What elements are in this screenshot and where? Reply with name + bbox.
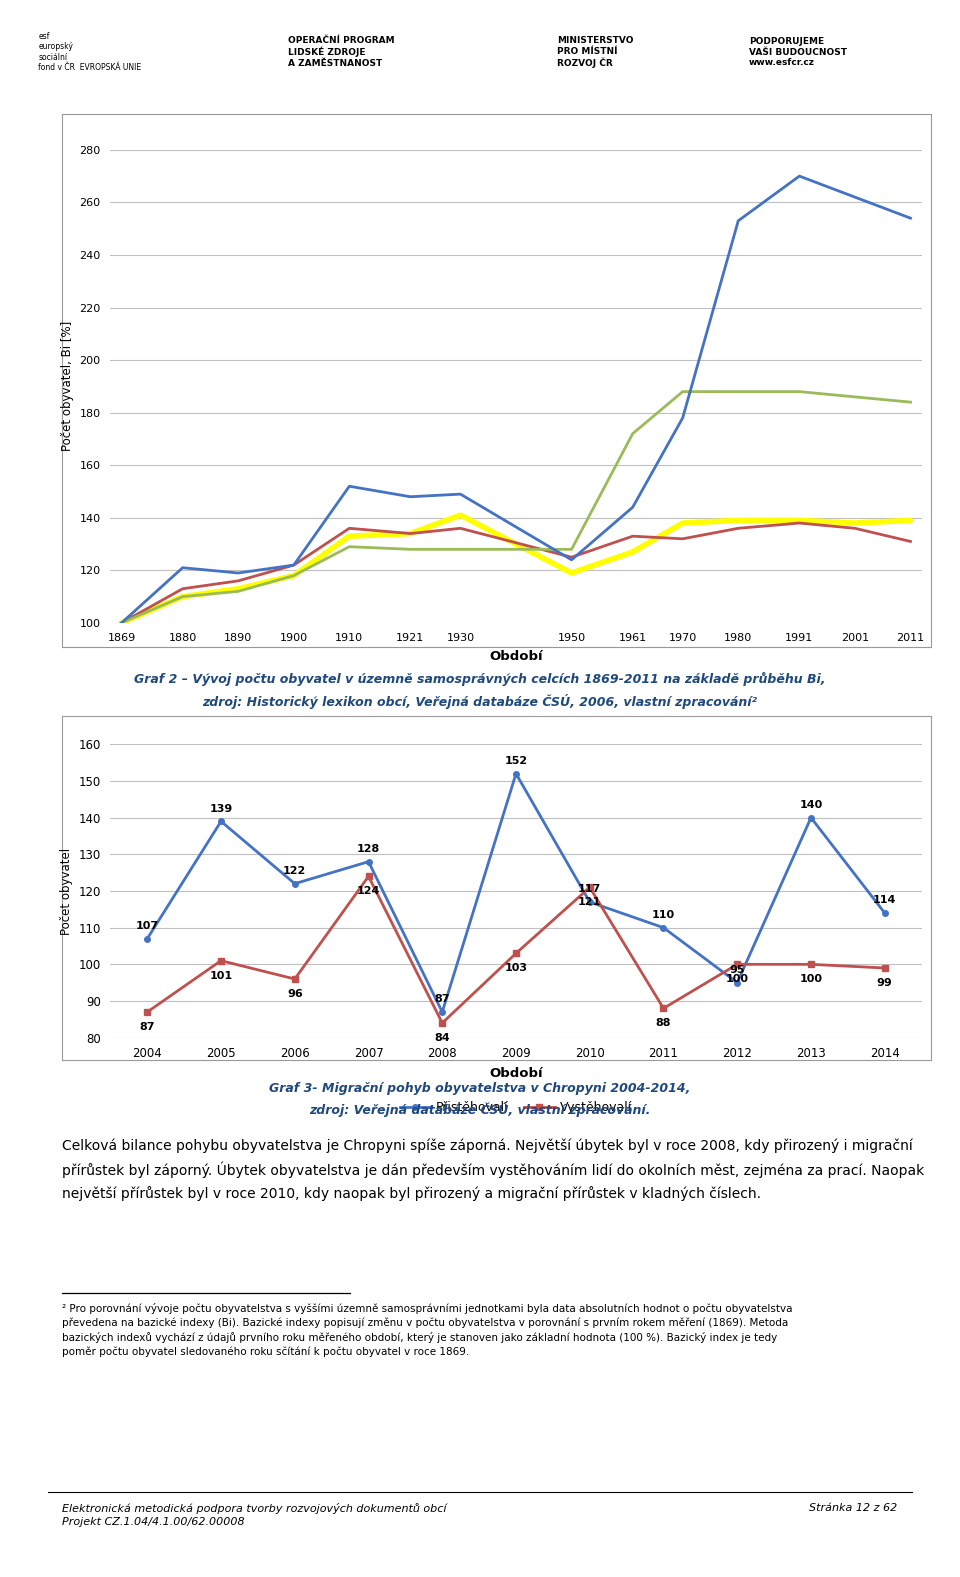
- Text: ² Pro porovnání vývoje počtu obyvatelstva s vyššími územně samosprávními jednotk: ² Pro porovnání vývoje počtu obyvatelstv…: [62, 1303, 793, 1358]
- Text: zdroj: Veřejná databáze ČSÚ, vlastní zpracování.: zdroj: Veřejná databáze ČSÚ, vlastní zpr…: [309, 1102, 651, 1118]
- Text: 101: 101: [209, 971, 232, 981]
- Text: 95: 95: [730, 965, 745, 975]
- Text: Stránka 12 z 62: Stránka 12 z 62: [809, 1503, 898, 1512]
- Y-axis label: Počet obyvatel, Bi [%]: Počet obyvatel, Bi [%]: [60, 322, 74, 451]
- Text: 103: 103: [505, 964, 527, 973]
- Text: Graf 3- Migrační pohyb obyvatelstva v Chropyni 2004-2014,: Graf 3- Migrační pohyb obyvatelstva v Ch…: [270, 1082, 690, 1094]
- Text: 84: 84: [435, 1033, 450, 1042]
- Text: 100: 100: [800, 975, 823, 984]
- Text: 152: 152: [504, 755, 528, 766]
- Text: 122: 122: [283, 866, 306, 875]
- Text: 121: 121: [578, 897, 601, 907]
- Text: 100: 100: [726, 975, 749, 984]
- Text: Celková bilance pohybu obyvatelstva je Chropyni spíše záporná. Největší úbytek b: Celková bilance pohybu obyvatelstva je C…: [62, 1139, 924, 1202]
- X-axis label: Období: Období: [490, 650, 542, 662]
- Text: esf
europský
sociální
fond v ČR  EVROPSKÁ UNIE: esf europský sociální fond v ČR EVROPSKÁ…: [38, 32, 141, 73]
- Text: MINISTERSTVO
PRO MÍSTNÍ
ROZVOJ ČR: MINISTERSTVO PRO MÍSTNÍ ROZVOJ ČR: [557, 36, 634, 68]
- Text: 124: 124: [357, 886, 380, 896]
- Text: 128: 128: [357, 844, 380, 855]
- Text: 99: 99: [876, 978, 893, 989]
- Text: 140: 140: [800, 800, 823, 811]
- Legend: Přistěhovalí, Vystěhovalí: Přistěhovalí, Vystěhovalí: [395, 1096, 637, 1120]
- Text: Graf 2 – Vývoj počtu obyvatel v územně samosprávných celcích 1869-2011 na základ: Graf 2 – Vývoj počtu obyvatel v územně s…: [134, 672, 826, 686]
- Text: OPERAČNÍ PROGRAM
LIDSKÉ ZDROJE
A ZAMĚSTNANOST: OPERAČNÍ PROGRAM LIDSKÉ ZDROJE A ZAMĚSTN…: [288, 36, 395, 68]
- Text: 110: 110: [652, 910, 675, 919]
- X-axis label: Období: Období: [490, 1068, 542, 1080]
- Text: Elektronická metodická podpora tvorby rozvojových dokumentů obcí
Projekt CZ.1.04: Elektronická metodická podpora tvorby ro…: [62, 1503, 447, 1527]
- Text: 117: 117: [578, 885, 601, 894]
- Text: 107: 107: [135, 921, 158, 930]
- Text: 88: 88: [656, 1019, 671, 1028]
- Text: PODPORUJEME
VAŠI BUDOUCNOST
www.esfcr.cz: PODPORUJEME VAŠI BUDOUCNOST www.esfcr.cz: [749, 38, 847, 66]
- Text: 96: 96: [287, 989, 302, 1000]
- Text: 139: 139: [209, 804, 232, 814]
- Text: 87: 87: [435, 994, 450, 1005]
- Y-axis label: Počet obyvatel: Počet obyvatel: [60, 847, 73, 935]
- Text: 87: 87: [139, 1022, 155, 1031]
- Text: zdroj: Historický lexikon obcí, Veřejná databáze ČSÚ, 2006, vlastní zpracování²: zdroj: Historický lexikon obcí, Veřejná …: [203, 694, 757, 710]
- Legend: Chropyně, SO ORP Kroměříž, Zlínský kraj, ČR: Chropyně, SO ORP Kroměříž, Zlínský kraj,…: [295, 725, 737, 749]
- Text: 114: 114: [873, 896, 897, 905]
